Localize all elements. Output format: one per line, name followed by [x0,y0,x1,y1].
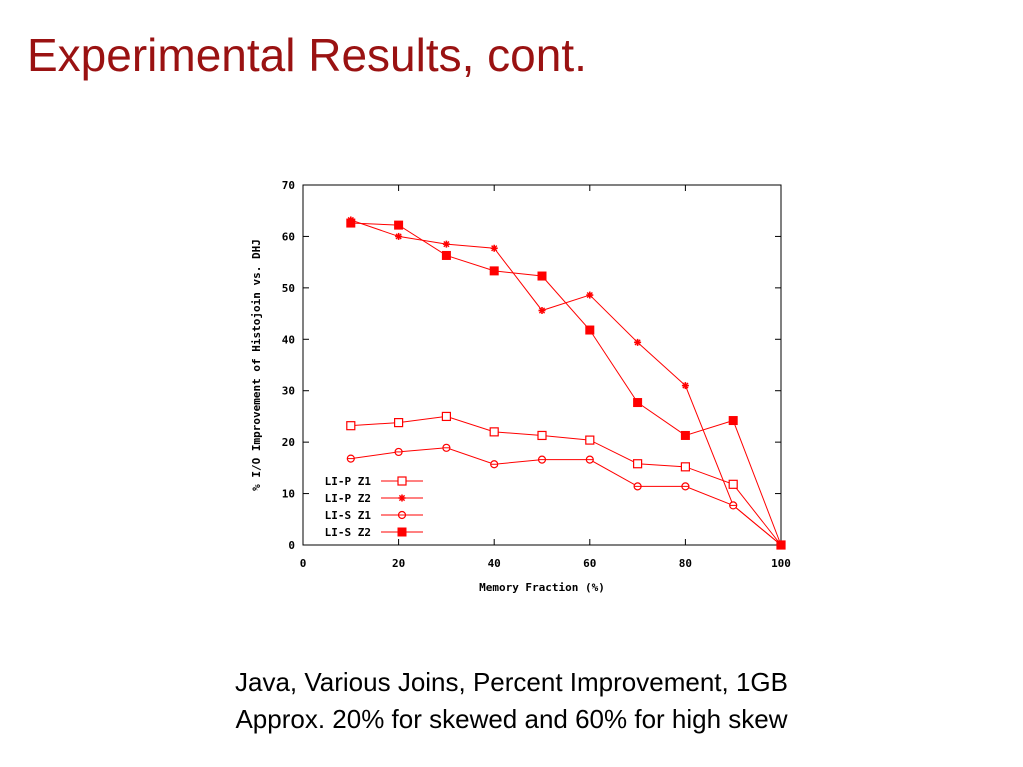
series-line-li-s-z2 [350,222,782,546]
marker-stroke [586,291,593,299]
marker-stroke [682,382,689,389]
y-axis-title: % I/O Improvement of Histojoin vs. DHJ [250,239,263,491]
legend-marker [397,476,407,486]
data-point-li-s-z2 [728,416,738,426]
data-point-li-p-z2 [490,244,498,252]
caption-line-1: Java, Various Joins, Percent Improvement… [235,667,788,697]
data-point-li-s-z1 [490,460,499,469]
marker-stroke [395,233,402,240]
legend-label: LI-S Z1 [325,509,372,522]
data-point-li-s-z2 [489,266,499,276]
x-axis-title: Memory Fraction (%) [479,581,605,594]
y-tick-label: 50 [282,282,295,295]
y-tick-label: 10 [282,488,295,501]
data-point-li-p-z1 [441,411,451,422]
marker-stroke [443,241,450,248]
data-point-li-p-z2 [538,306,546,314]
data-point-li-s-z1 [585,455,594,464]
y-tick-label: 60 [282,230,295,243]
data-point-li-p-z2 [586,291,594,299]
y-tick-label: 30 [282,385,295,398]
legend-item-li-s-z2: LI-S Z2 [325,526,423,539]
legend-marker [398,494,406,502]
data-point-li-s-z2 [346,218,356,228]
series-li-s-z2 [346,218,786,550]
x-tick-label: 0 [300,557,307,570]
data-point-li-p-z2 [395,232,403,240]
data-point-li-s-z2 [776,540,786,550]
legend-label: LI-S Z2 [325,526,371,539]
y-tick-label: 20 [282,436,295,449]
data-point-li-s-z2 [441,250,451,260]
marker-stroke [538,307,546,314]
caption-line-2: Approx. 20% for skewed and 60% for high … [235,704,788,734]
data-point-li-p-z1 [728,479,738,489]
marker-stroke [634,339,641,346]
data-point-li-p-z1 [585,435,595,445]
axis-ticks: 0 20 40 60 80 100 0 10 20 30 40 50 60 70 [282,179,791,570]
y-tick-label: 0 [288,539,295,552]
marker-stroke [398,494,406,502]
data-point-li-p-z1 [346,421,356,431]
data-point-li-s-z2 [394,220,404,230]
data-point-li-s-z2 [680,430,690,440]
data-point-li-p-z1 [680,462,690,472]
series-line-li-p-z2 [350,219,782,546]
plot-border [302,184,782,546]
y-tick-label: 70 [282,179,295,192]
legend-label: LI-P Z1 [325,475,372,488]
slide-title: Experimental Results, cont. [27,29,587,81]
plot-frame [302,184,782,546]
marker-stroke [491,245,498,252]
legend-marker [397,527,407,537]
data-point-li-s-z2 [633,398,643,408]
data-point-li-s-z1 [681,482,690,491]
data-point-li-s-z2 [585,325,595,335]
x-tick-label: 60 [583,557,596,570]
series-li-p-z2 [347,216,785,549]
series-line-li-p-z1 [350,415,782,546]
x-tick-label: 80 [679,557,692,570]
x-tick-label: 20 [392,557,405,570]
data-point-li-s-z1 [442,443,451,452]
data-point-li-p-z2 [634,338,642,346]
data-point-li-p-z1 [537,430,547,441]
legend-item-li-s-z1: LI-S Z1 [325,509,423,522]
data-point-li-s-z2 [537,271,547,281]
data-point-li-p-z1 [633,459,643,469]
x-tick-label: 40 [488,557,501,570]
data-point-li-s-z1 [729,501,738,510]
legend: LI-P Z1 LI-P Z2 LI-S Z1 LI-S Z2 [325,475,423,539]
legend-marker [397,510,407,520]
y-tick-label: 40 [282,333,295,346]
data-point-li-s-z1 [633,482,642,491]
data-point-li-p-z2 [442,240,450,248]
data-point-li-s-z1 [537,455,547,464]
data-point-li-p-z2 [681,382,689,390]
data-point-li-s-z1 [346,454,355,463]
data-point-li-p-z1 [489,427,499,437]
legend-item-li-p-z2: LI-P Z2 [325,492,423,505]
series-line-li-s-z1 [350,447,782,546]
legend-item-li-p-z1: LI-P Z1 [325,475,423,488]
legend-label: LI-P Z2 [325,492,371,505]
series-layer [346,216,786,550]
data-point-li-s-z1 [394,447,403,457]
x-tick-label: 100 [771,557,791,570]
data-point-li-p-z1 [394,418,404,428]
series-li-s-z1 [346,443,786,550]
